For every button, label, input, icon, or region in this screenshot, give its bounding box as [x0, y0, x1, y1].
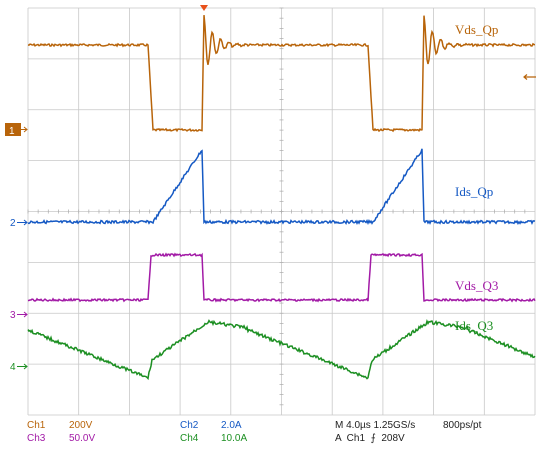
svg-text:1: 1	[9, 126, 15, 137]
resolution-readout: 800ps/pt	[443, 420, 482, 431]
ch3-scale: 50.0V	[69, 433, 95, 444]
trace-label-ch1: Vds_Qp	[455, 22, 498, 37]
ch3-label: Ch3	[27, 433, 46, 444]
ch2-ground-marker[interactable]: 2	[10, 218, 28, 229]
svg-text:3: 3	[10, 310, 16, 321]
ch1-label: Ch1	[27, 420, 46, 431]
ch4-scale: 10.0A	[221, 433, 247, 444]
waveform-ch2-ids-qp	[27, 148, 536, 226]
svg-text:2: 2	[10, 218, 16, 229]
ch4-ground-marker[interactable]: 4	[10, 362, 28, 373]
waveforms	[27, 15, 536, 381]
ch2-scale: 2.0A	[221, 420, 242, 431]
ch1-ground-marker[interactable]: 1	[5, 123, 28, 137]
status-readout: Ch1 200V Ch3 50.0V Ch2 2.0A Ch4 10.0A M …	[27, 420, 482, 444]
trace-label-ch3: Vds_Q3	[455, 278, 498, 293]
trace-label-ch2: Ids_Qp	[455, 184, 493, 199]
ch2-label: Ch2	[180, 420, 199, 431]
ch4-label: Ch4	[180, 433, 199, 444]
trace-label-ch4: Ids_Q3	[455, 318, 493, 333]
waveform-ch4-ids-q3	[27, 319, 536, 381]
trigger-level-marker[interactable]	[523, 74, 536, 80]
graticule-grid	[27, 7, 536, 416]
waveform-ch1-vds-qp	[27, 15, 535, 133]
trigger-readout: A Ch1 ⨍ 208V	[335, 433, 405, 444]
waveform-ch3-vds-q3	[27, 252, 536, 303]
svg-text:4: 4	[10, 362, 16, 373]
ch3-ground-marker[interactable]: 3	[10, 310, 28, 321]
ch1-scale: 200V	[69, 420, 93, 431]
timebase-readout: M 4.0µs 1.25GS/s	[335, 420, 415, 431]
trigger-position-marker[interactable]	[200, 5, 208, 11]
